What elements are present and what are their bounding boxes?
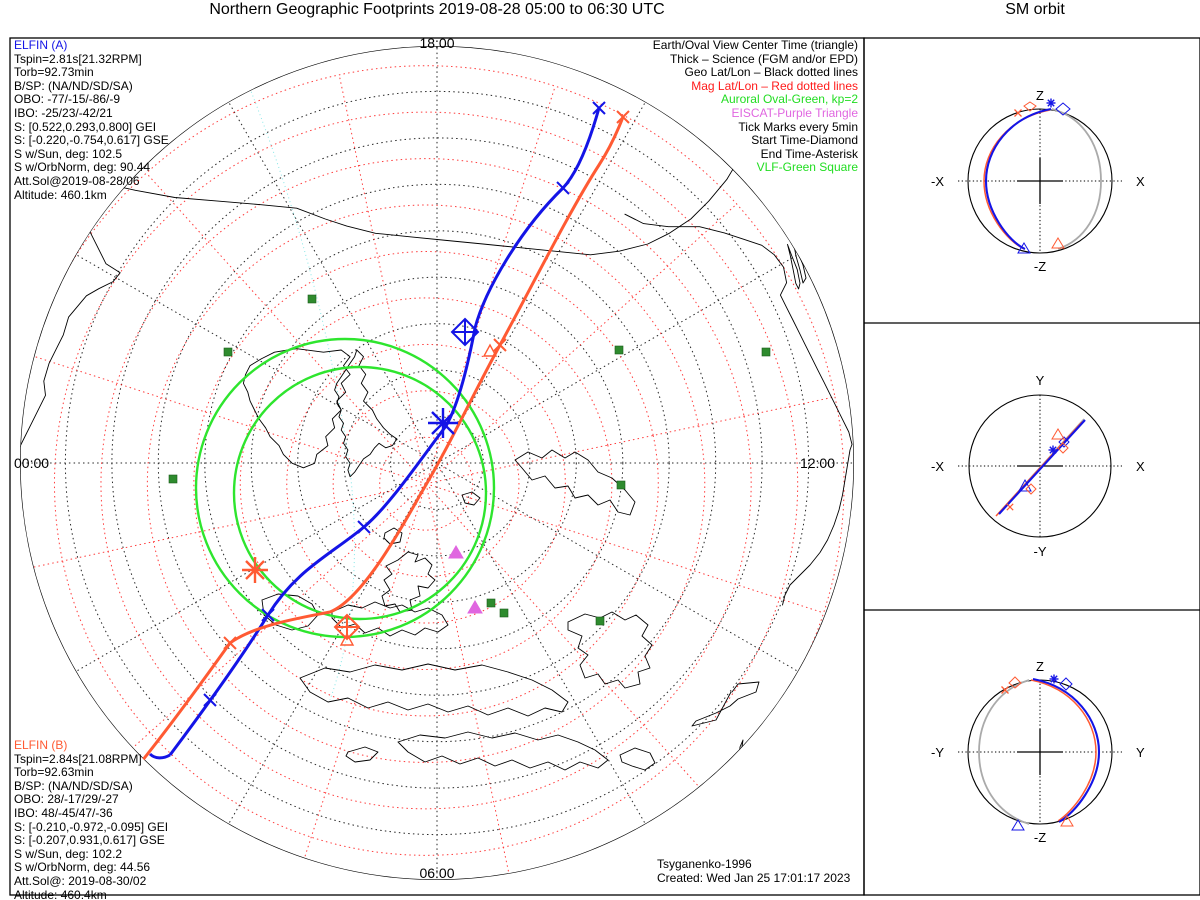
svg-text:12:00: 12:00 — [800, 455, 835, 471]
svg-text:Y: Y — [1036, 373, 1045, 388]
svg-text:-X: -X — [931, 174, 944, 189]
svg-text:X: X — [1136, 459, 1145, 474]
svg-text:-Y: -Y — [1034, 544, 1047, 559]
svg-text:Z: Z — [1036, 659, 1044, 674]
svg-text:-X: -X — [931, 459, 944, 474]
svg-text:-Z: -Z — [1034, 259, 1046, 274]
svg-text:-Y: -Y — [931, 745, 944, 760]
svg-text:Northern Geographic Footprints: Northern Geographic Footprints 2019-08-2… — [209, 1, 664, 18]
svg-text:SM orbit: SM orbit — [1005, 1, 1065, 18]
svg-text:-Z: -Z — [1034, 830, 1046, 845]
svg-text:Z: Z — [1036, 88, 1044, 103]
svg-text:Y: Y — [1136, 745, 1145, 760]
svg-text:X: X — [1136, 174, 1145, 189]
